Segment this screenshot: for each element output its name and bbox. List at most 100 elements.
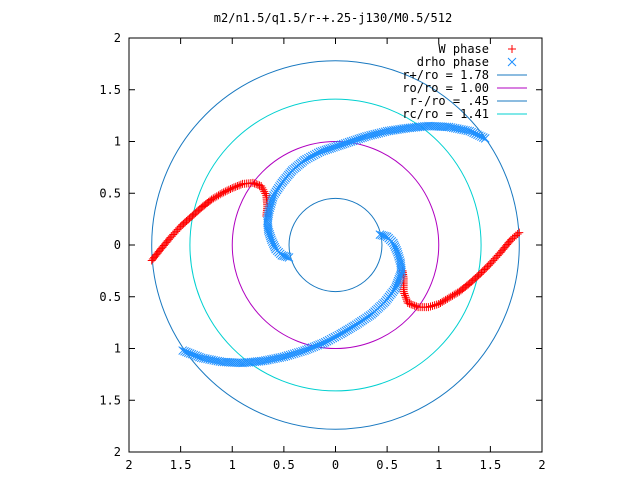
point: [410, 301, 419, 310]
point: [445, 293, 454, 302]
point: [214, 191, 223, 200]
point: [216, 190, 225, 199]
circle-0: [151, 60, 520, 430]
point: [402, 295, 411, 304]
series-1: [178, 121, 490, 368]
point: [223, 186, 232, 195]
point: [224, 185, 233, 194]
point: [221, 187, 230, 196]
circle-2: [288, 197, 383, 293]
point: [211, 193, 220, 202]
point: [207, 195, 216, 204]
point: [235, 181, 244, 190]
point: [422, 121, 431, 131]
point: [403, 298, 412, 307]
x-tick-label: 0: [332, 458, 339, 472]
point: [432, 300, 441, 309]
y-tick-label: 0.5: [99, 290, 121, 304]
legend-label: r+/ro = 1.78: [402, 68, 489, 82]
point: [209, 194, 218, 203]
legend-label: W phase: [438, 42, 489, 56]
x-tick-label: 1.5: [170, 458, 192, 472]
y-tick-label: 1: [114, 135, 121, 149]
point: [401, 291, 410, 300]
point: [240, 358, 249, 368]
point: [438, 297, 447, 306]
point: [178, 346, 188, 355]
point: [228, 184, 237, 193]
point: [451, 289, 460, 298]
y-tick-label: 2: [114, 31, 121, 45]
y-tick-label: 0: [114, 238, 121, 252]
data-points: [147, 121, 524, 368]
point: [407, 300, 416, 309]
point: [403, 297, 412, 306]
reference-circles: [151, 60, 520, 430]
point: [397, 265, 406, 275]
point: [414, 303, 423, 312]
chart-title: m2/n1.5/q1.5/r-+.25-j130/M0.5/512: [214, 11, 452, 25]
circle-3: [189, 98, 482, 392]
legend-marker-sample: [507, 57, 517, 67]
legend-label: r-/ro = .45: [410, 94, 489, 108]
point: [248, 178, 257, 187]
legend-marker-sample: [508, 45, 516, 53]
point: [259, 185, 268, 194]
point: [446, 292, 455, 301]
legend-label: rc/ro = 1.41: [402, 107, 489, 121]
point: [480, 134, 490, 143]
point: [212, 192, 221, 201]
point: [450, 290, 459, 299]
point: [439, 296, 448, 305]
x-tick-label: 0.5: [273, 458, 295, 472]
x-tick-label: 1.5: [480, 458, 502, 472]
point: [233, 182, 242, 191]
x-tick-label: 1: [229, 458, 236, 472]
legend-label: drho phase: [417, 55, 489, 69]
point: [436, 298, 445, 307]
point: [430, 301, 439, 310]
y-tick-label: 1.5: [99, 83, 121, 97]
point: [258, 183, 267, 192]
point: [400, 289, 409, 298]
point: [250, 179, 259, 188]
x-tick-label: 1: [435, 458, 442, 472]
point: [261, 189, 270, 198]
point: [408, 301, 417, 310]
point: [229, 183, 238, 192]
point: [219, 188, 228, 197]
legend-label: ro/ro = 1.00: [402, 81, 489, 95]
point: [236, 180, 245, 189]
point: [264, 209, 274, 218]
point: [428, 301, 437, 310]
point: [441, 295, 450, 304]
point: [412, 302, 421, 311]
point: [448, 291, 457, 300]
y-tick-label: 1.5: [99, 393, 121, 407]
y-tick-label: 0.5: [99, 186, 121, 200]
point: [264, 228, 274, 237]
point: [426, 302, 435, 311]
point: [443, 294, 452, 303]
x-tick-label: 0.5: [376, 458, 398, 472]
y-tick-label: 1: [114, 342, 121, 356]
point: [226, 184, 235, 193]
point: [252, 180, 261, 189]
point: [253, 180, 262, 189]
point: [260, 187, 269, 196]
y-tick-label: 2: [114, 445, 121, 459]
point: [478, 133, 488, 142]
point: [455, 287, 464, 296]
point: [434, 299, 443, 308]
point: [180, 346, 189, 356]
circle-1: [231, 141, 440, 349]
x-tick-label: 2: [125, 458, 132, 472]
point: [217, 189, 226, 198]
point: [257, 182, 266, 191]
x-tick-label: 2: [538, 458, 545, 472]
point: [231, 182, 240, 191]
point: [401, 293, 410, 302]
